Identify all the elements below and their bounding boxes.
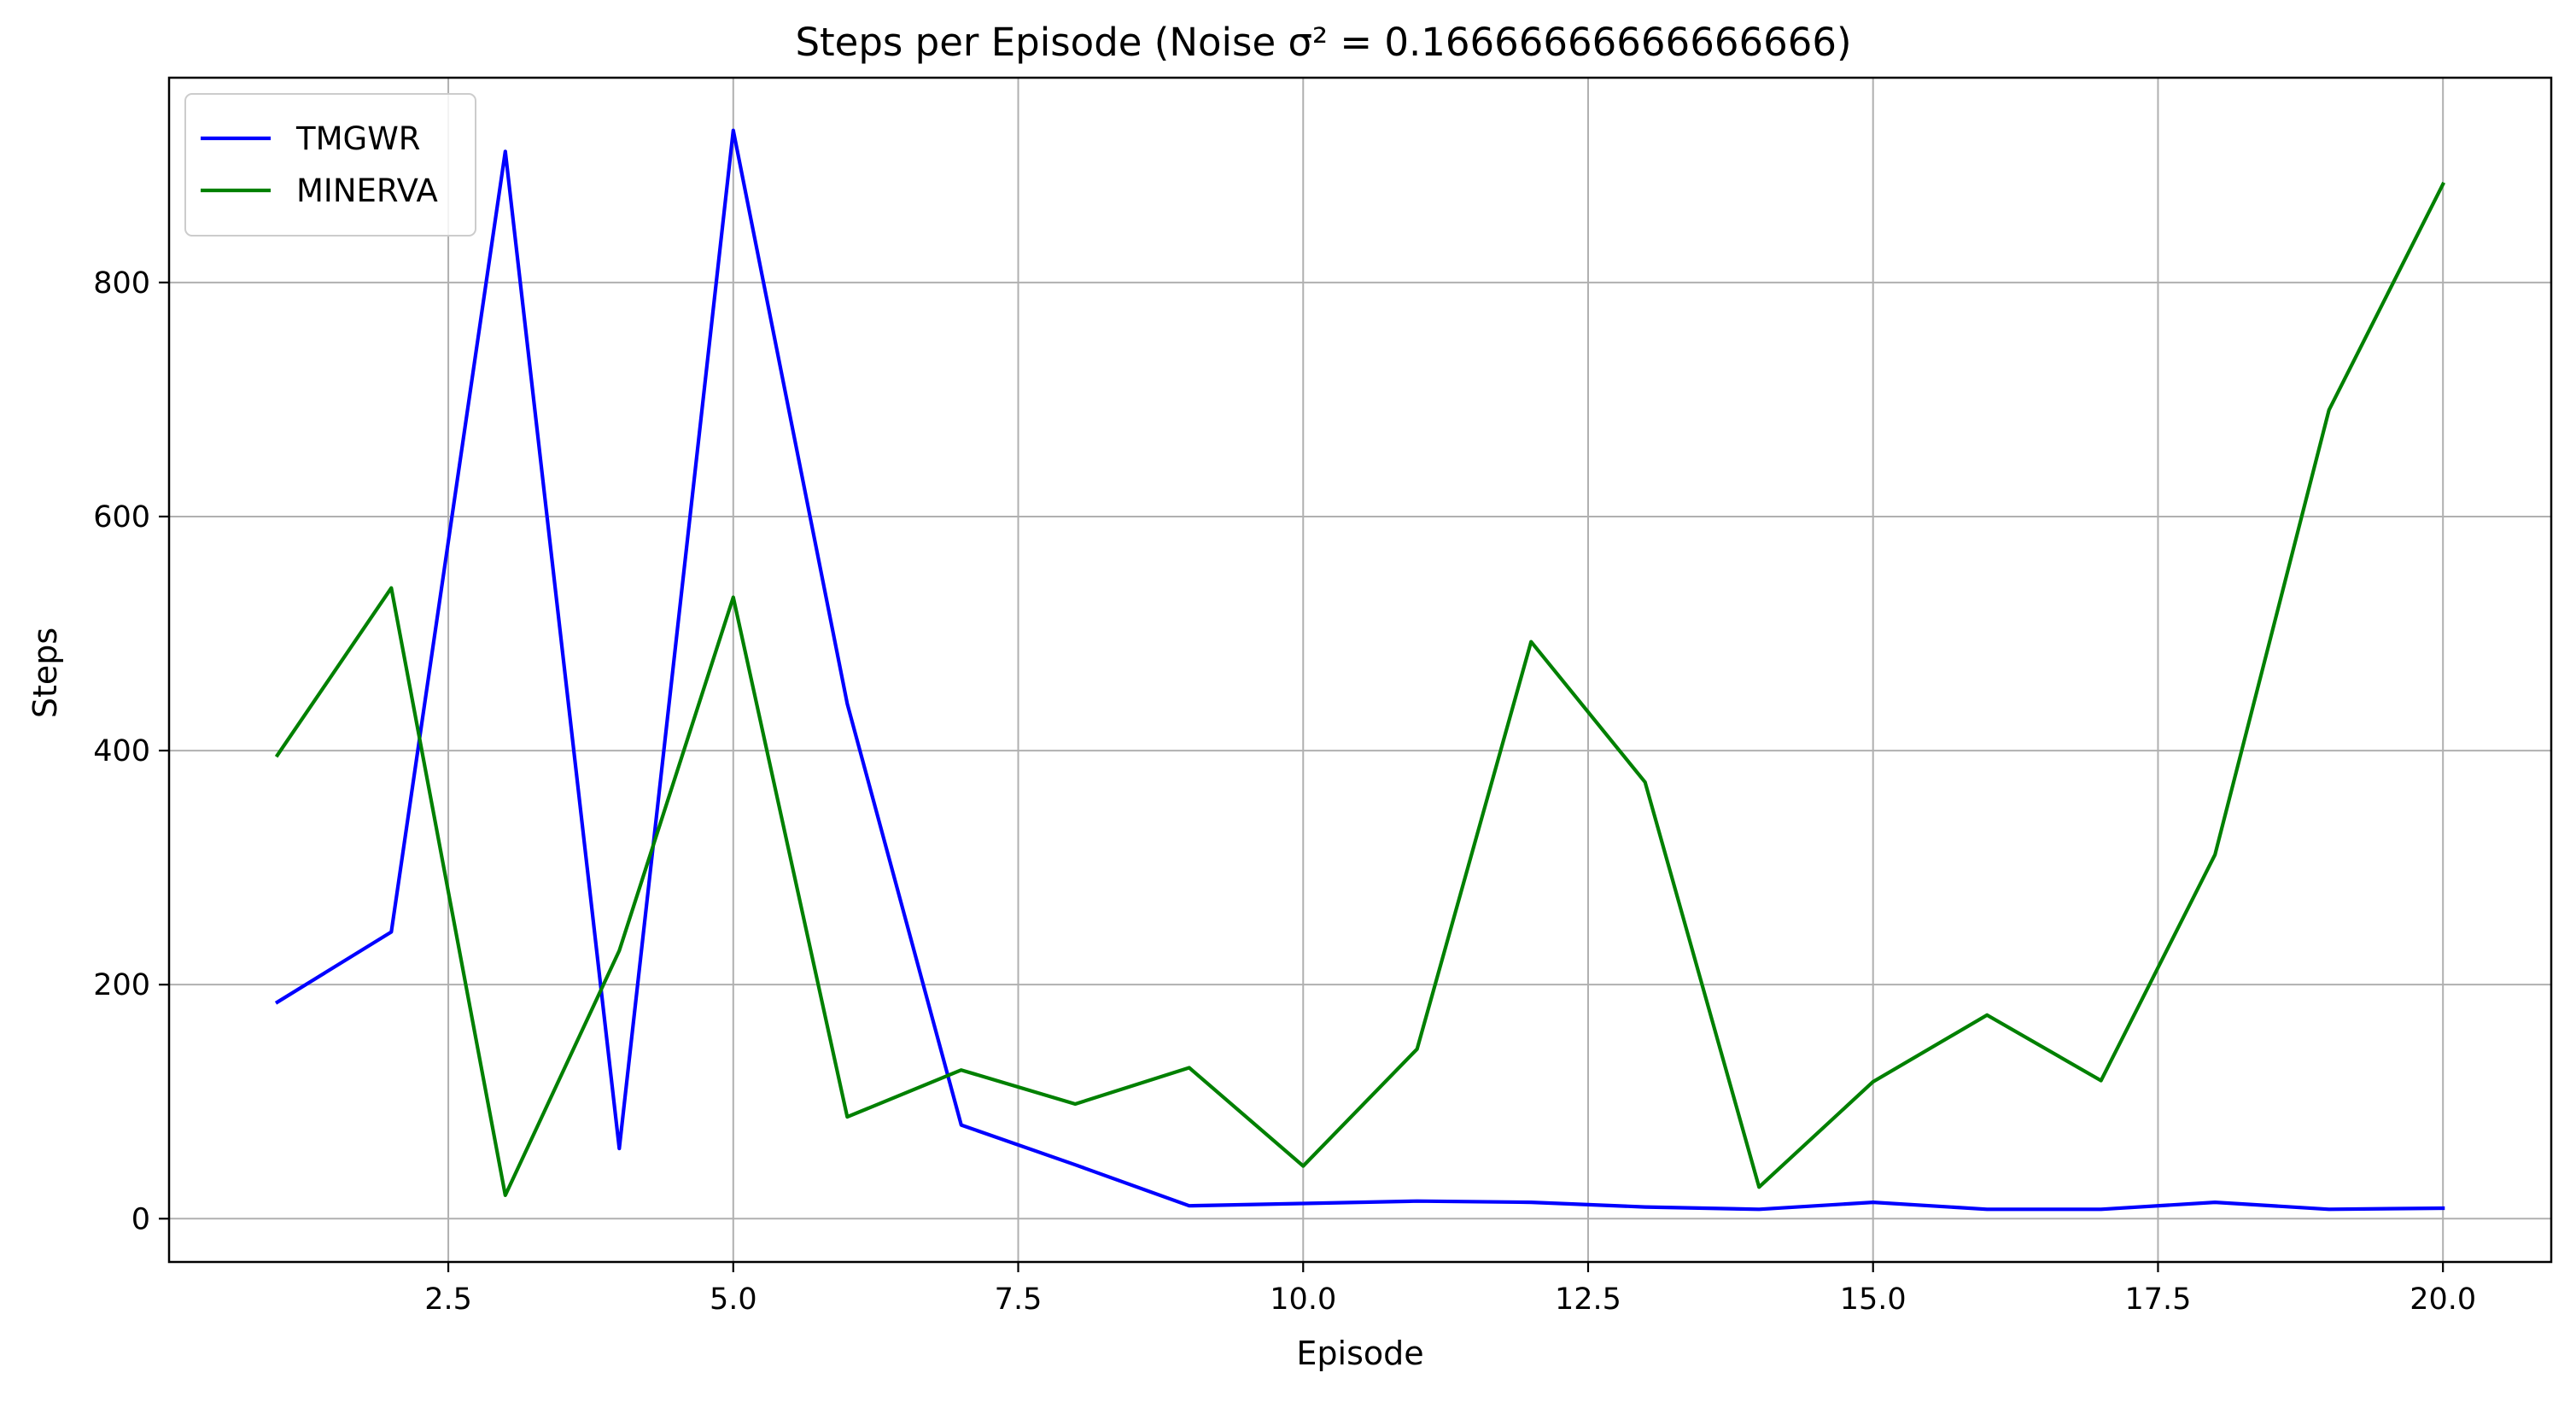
y-axis-ticks: 0 200 400 600 800 xyxy=(93,266,169,1236)
chart-title: Steps per Episode (Noise σ² = 0.16666666… xyxy=(795,20,1851,65)
x-axis-ticks: 2.5 5.0 7.5 10.0 12.5 15.0 17.5 20.0 xyxy=(424,1262,2476,1317)
legend: TMGWR MINERVA xyxy=(184,93,476,237)
x-tick-label: 12.5 xyxy=(1555,1282,1621,1317)
plot-area-frame xyxy=(167,76,2553,1264)
x-axis-label: Episode xyxy=(1296,1335,1423,1372)
x-tick-label: 20.0 xyxy=(2410,1282,2476,1317)
series-lines xyxy=(274,128,2446,1212)
y-tick-label: 200 xyxy=(93,968,150,1002)
y-tick-label: 400 xyxy=(93,734,150,768)
legend-box xyxy=(184,93,476,237)
x-tick-label: 10.0 xyxy=(1270,1282,1336,1317)
series-line-tmgwr xyxy=(274,128,2445,1212)
y-tick-label: 600 xyxy=(93,500,150,535)
x-tick-label: 15.0 xyxy=(1840,1282,1907,1317)
x-tick-label: 7.5 xyxy=(995,1282,1043,1317)
series-line-minerva xyxy=(274,181,2446,1198)
legend-label: MINERVA xyxy=(296,172,438,209)
y-axis-label: Steps xyxy=(26,628,64,718)
y-tick-label: 0 xyxy=(131,1202,150,1236)
y-tick-label: 800 xyxy=(93,266,150,301)
legend-label: TMGWR xyxy=(295,120,421,157)
grid xyxy=(169,78,2551,1262)
x-tick-label: 2.5 xyxy=(424,1282,472,1317)
x-tick-label: 5.0 xyxy=(710,1282,757,1317)
x-tick-label: 17.5 xyxy=(2124,1282,2191,1317)
